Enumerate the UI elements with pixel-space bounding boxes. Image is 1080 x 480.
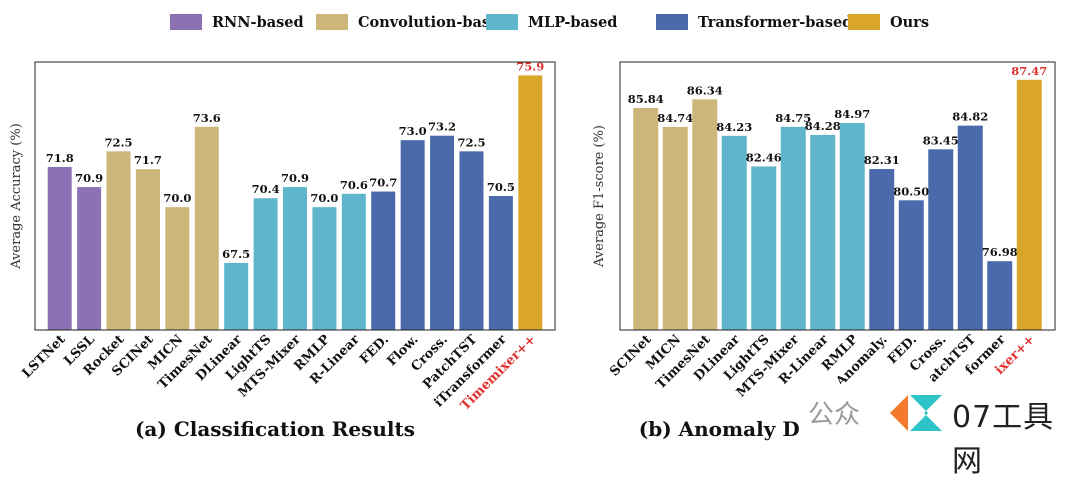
bar <box>692 99 718 330</box>
bar <box>312 207 337 330</box>
bar <box>459 151 484 330</box>
bar <box>898 200 924 330</box>
data-label: 70.5 <box>487 180 515 194</box>
watermark-text: 07工具网 <box>952 400 1055 479</box>
bar <box>780 126 806 330</box>
data-label: 84.74 <box>657 111 693 125</box>
legend-swatch <box>170 14 202 30</box>
data-label: 73.0 <box>399 124 427 138</box>
bar <box>751 166 777 330</box>
data-label: 75.9 <box>516 59 544 73</box>
axes-frame <box>34 61 556 331</box>
data-label: 67.5 <box>222 247 250 261</box>
bar <box>721 135 747 330</box>
legend-label: Transformer-based <box>698 14 852 31</box>
chart-title: (a) Classification Results <box>135 417 415 441</box>
data-label: 82.31 <box>864 153 900 167</box>
data-label: 72.5 <box>457 135 485 149</box>
legend-label: Convolution-based <box>358 14 509 31</box>
data-label: 85.84 <box>628 92 664 106</box>
bar <box>839 123 865 330</box>
bar <box>194 126 219 331</box>
data-label: 72.5 <box>105 135 133 149</box>
watermark-overlay: 公众 07工具网 <box>800 384 1080 479</box>
bar <box>106 151 131 330</box>
data-label: 82.46 <box>746 150 782 164</box>
data-label: 71.8 <box>46 151 74 165</box>
data-label: 73.6 <box>193 111 221 125</box>
bar <box>77 187 102 330</box>
data-label: 76.98 <box>982 245 1018 259</box>
data-label: 87.47 <box>1011 64 1047 78</box>
data-label: 73.2 <box>428 120 456 134</box>
bar <box>987 261 1013 330</box>
data-label: 70.9 <box>281 171 309 185</box>
bar <box>662 127 688 330</box>
bar <box>928 149 954 330</box>
bar <box>135 169 160 330</box>
tick-label: SCINet <box>607 332 654 379</box>
bar <box>1016 79 1042 331</box>
data-label: 84.28 <box>805 119 841 133</box>
tick-label: LSTNet <box>19 332 68 381</box>
data-label: 84.75 <box>775 111 811 125</box>
legend: RNN-based Convolution-based MLP-based Trans… <box>170 14 929 31</box>
watermark-logo-icon <box>890 395 942 431</box>
bar <box>253 198 278 330</box>
bar <box>341 193 366 330</box>
bar <box>224 263 249 330</box>
legend-swatch <box>316 14 348 30</box>
y-axis-label: Average Accuracy (%) <box>9 123 24 270</box>
bar <box>47 166 72 330</box>
legend-label: MLP-based <box>528 14 617 31</box>
data-label: 70.6 <box>340 178 368 192</box>
legend-label: RNN-based <box>212 14 304 31</box>
data-label: 70.0 <box>163 191 191 205</box>
data-label: 84.23 <box>716 120 752 134</box>
data-label: 71.7 <box>134 153 162 167</box>
bar <box>488 196 513 330</box>
y-axis-label: Average F1-score (%) <box>592 125 607 268</box>
bar <box>400 140 425 330</box>
bar <box>518 75 543 331</box>
legend-swatch <box>486 14 518 30</box>
data-label: 86.34 <box>687 83 723 97</box>
watermark-prefix: 公众 <box>808 400 861 430</box>
data-label: 70.7 <box>369 176 397 190</box>
data-label: 84.82 <box>952 110 988 124</box>
data-label: 70.9 <box>75 171 103 185</box>
data-label: 70.0 <box>310 191 338 205</box>
legend-label: Ours <box>890 14 929 31</box>
bar <box>633 107 659 331</box>
bar <box>283 187 307 330</box>
legend-swatch <box>656 14 688 30</box>
data-label: 83.45 <box>923 133 959 147</box>
data-label: 80.50 <box>893 184 929 198</box>
axes-frame <box>619 61 1056 331</box>
bar <box>430 135 455 330</box>
bar <box>957 125 983 330</box>
classification-chart: 71.8LSTNet70.9LSSL72.5Rocket71.7SCINet70… <box>9 59 556 441</box>
bar <box>810 134 836 330</box>
bar <box>371 191 396 330</box>
figure: RNN-based Convolution-based MLP-based Trans… <box>9 14 1056 441</box>
bar <box>165 207 190 330</box>
bar <box>869 169 895 330</box>
data-label: 70.4 <box>252 182 280 196</box>
legend-swatch <box>848 14 880 30</box>
data-label: 84.97 <box>834 107 870 121</box>
